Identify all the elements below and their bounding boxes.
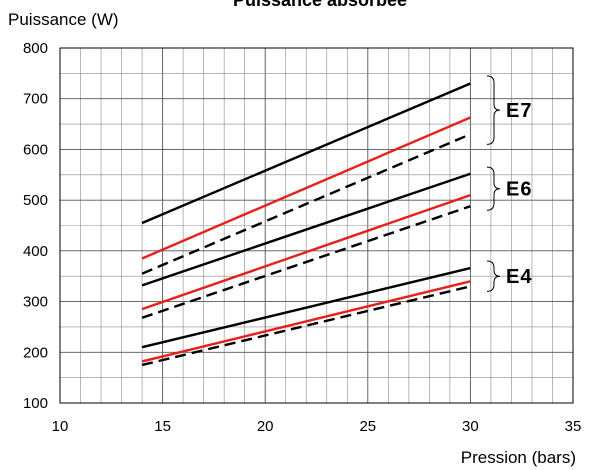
series-line-e4-black-dashed bbox=[141, 285, 471, 367]
grid bbox=[59, 47, 574, 404]
brace-e6 bbox=[486, 166, 501, 211]
x-tick-label: 15 bbox=[154, 418, 171, 435]
series-line-e7-red-solid bbox=[141, 116, 471, 260]
series-line-e6-black-solid bbox=[141, 172, 471, 287]
brace-e4 bbox=[486, 260, 501, 292]
group-label-e4: E4 bbox=[506, 266, 532, 288]
series-line-e7-black-dashed bbox=[141, 133, 471, 275]
chart-title: Puissance absorbée bbox=[233, 0, 407, 10]
series-line-e7-black-solid bbox=[141, 82, 471, 225]
series-lines bbox=[141, 82, 471, 367]
y-axis-title: Puissance (W) bbox=[8, 10, 119, 29]
x-tick-label: 30 bbox=[462, 418, 479, 435]
y-tick-label: 500 bbox=[23, 192, 48, 209]
y-tick-label: 800 bbox=[23, 40, 48, 57]
series-line-e6-black-dashed bbox=[141, 205, 471, 319]
y-tick-label: 200 bbox=[23, 344, 48, 361]
brace-e7 bbox=[486, 75, 501, 145]
y-tick-label: 300 bbox=[23, 294, 48, 311]
plot-frame bbox=[59, 47, 574, 404]
y-tick-label: 400 bbox=[23, 243, 48, 260]
x-tick-label: 20 bbox=[257, 418, 274, 435]
series-line-e4-red-solid bbox=[141, 280, 471, 363]
group-label-e7: E7 bbox=[506, 100, 532, 122]
y-tick-label: 700 bbox=[23, 91, 48, 108]
group-label-e6: E6 bbox=[506, 179, 532, 201]
tick-labels: 10 15 20 25 30 35 100 200 300 400 500 600 700 800 bbox=[23, 40, 581, 435]
y-tick-label: 100 bbox=[23, 395, 48, 412]
x-tick-label: 25 bbox=[359, 418, 376, 435]
y-tick-label: 600 bbox=[23, 141, 48, 158]
series-line-e4-black-solid bbox=[141, 266, 471, 349]
group-annotations: E7 E6 E4 bbox=[486, 75, 532, 292]
series-line-e6-red-solid bbox=[141, 193, 471, 311]
x-axis-title: Pression (bars) bbox=[461, 448, 576, 467]
x-tick-label: 10 bbox=[52, 418, 69, 435]
x-tick-label: 35 bbox=[565, 418, 582, 435]
